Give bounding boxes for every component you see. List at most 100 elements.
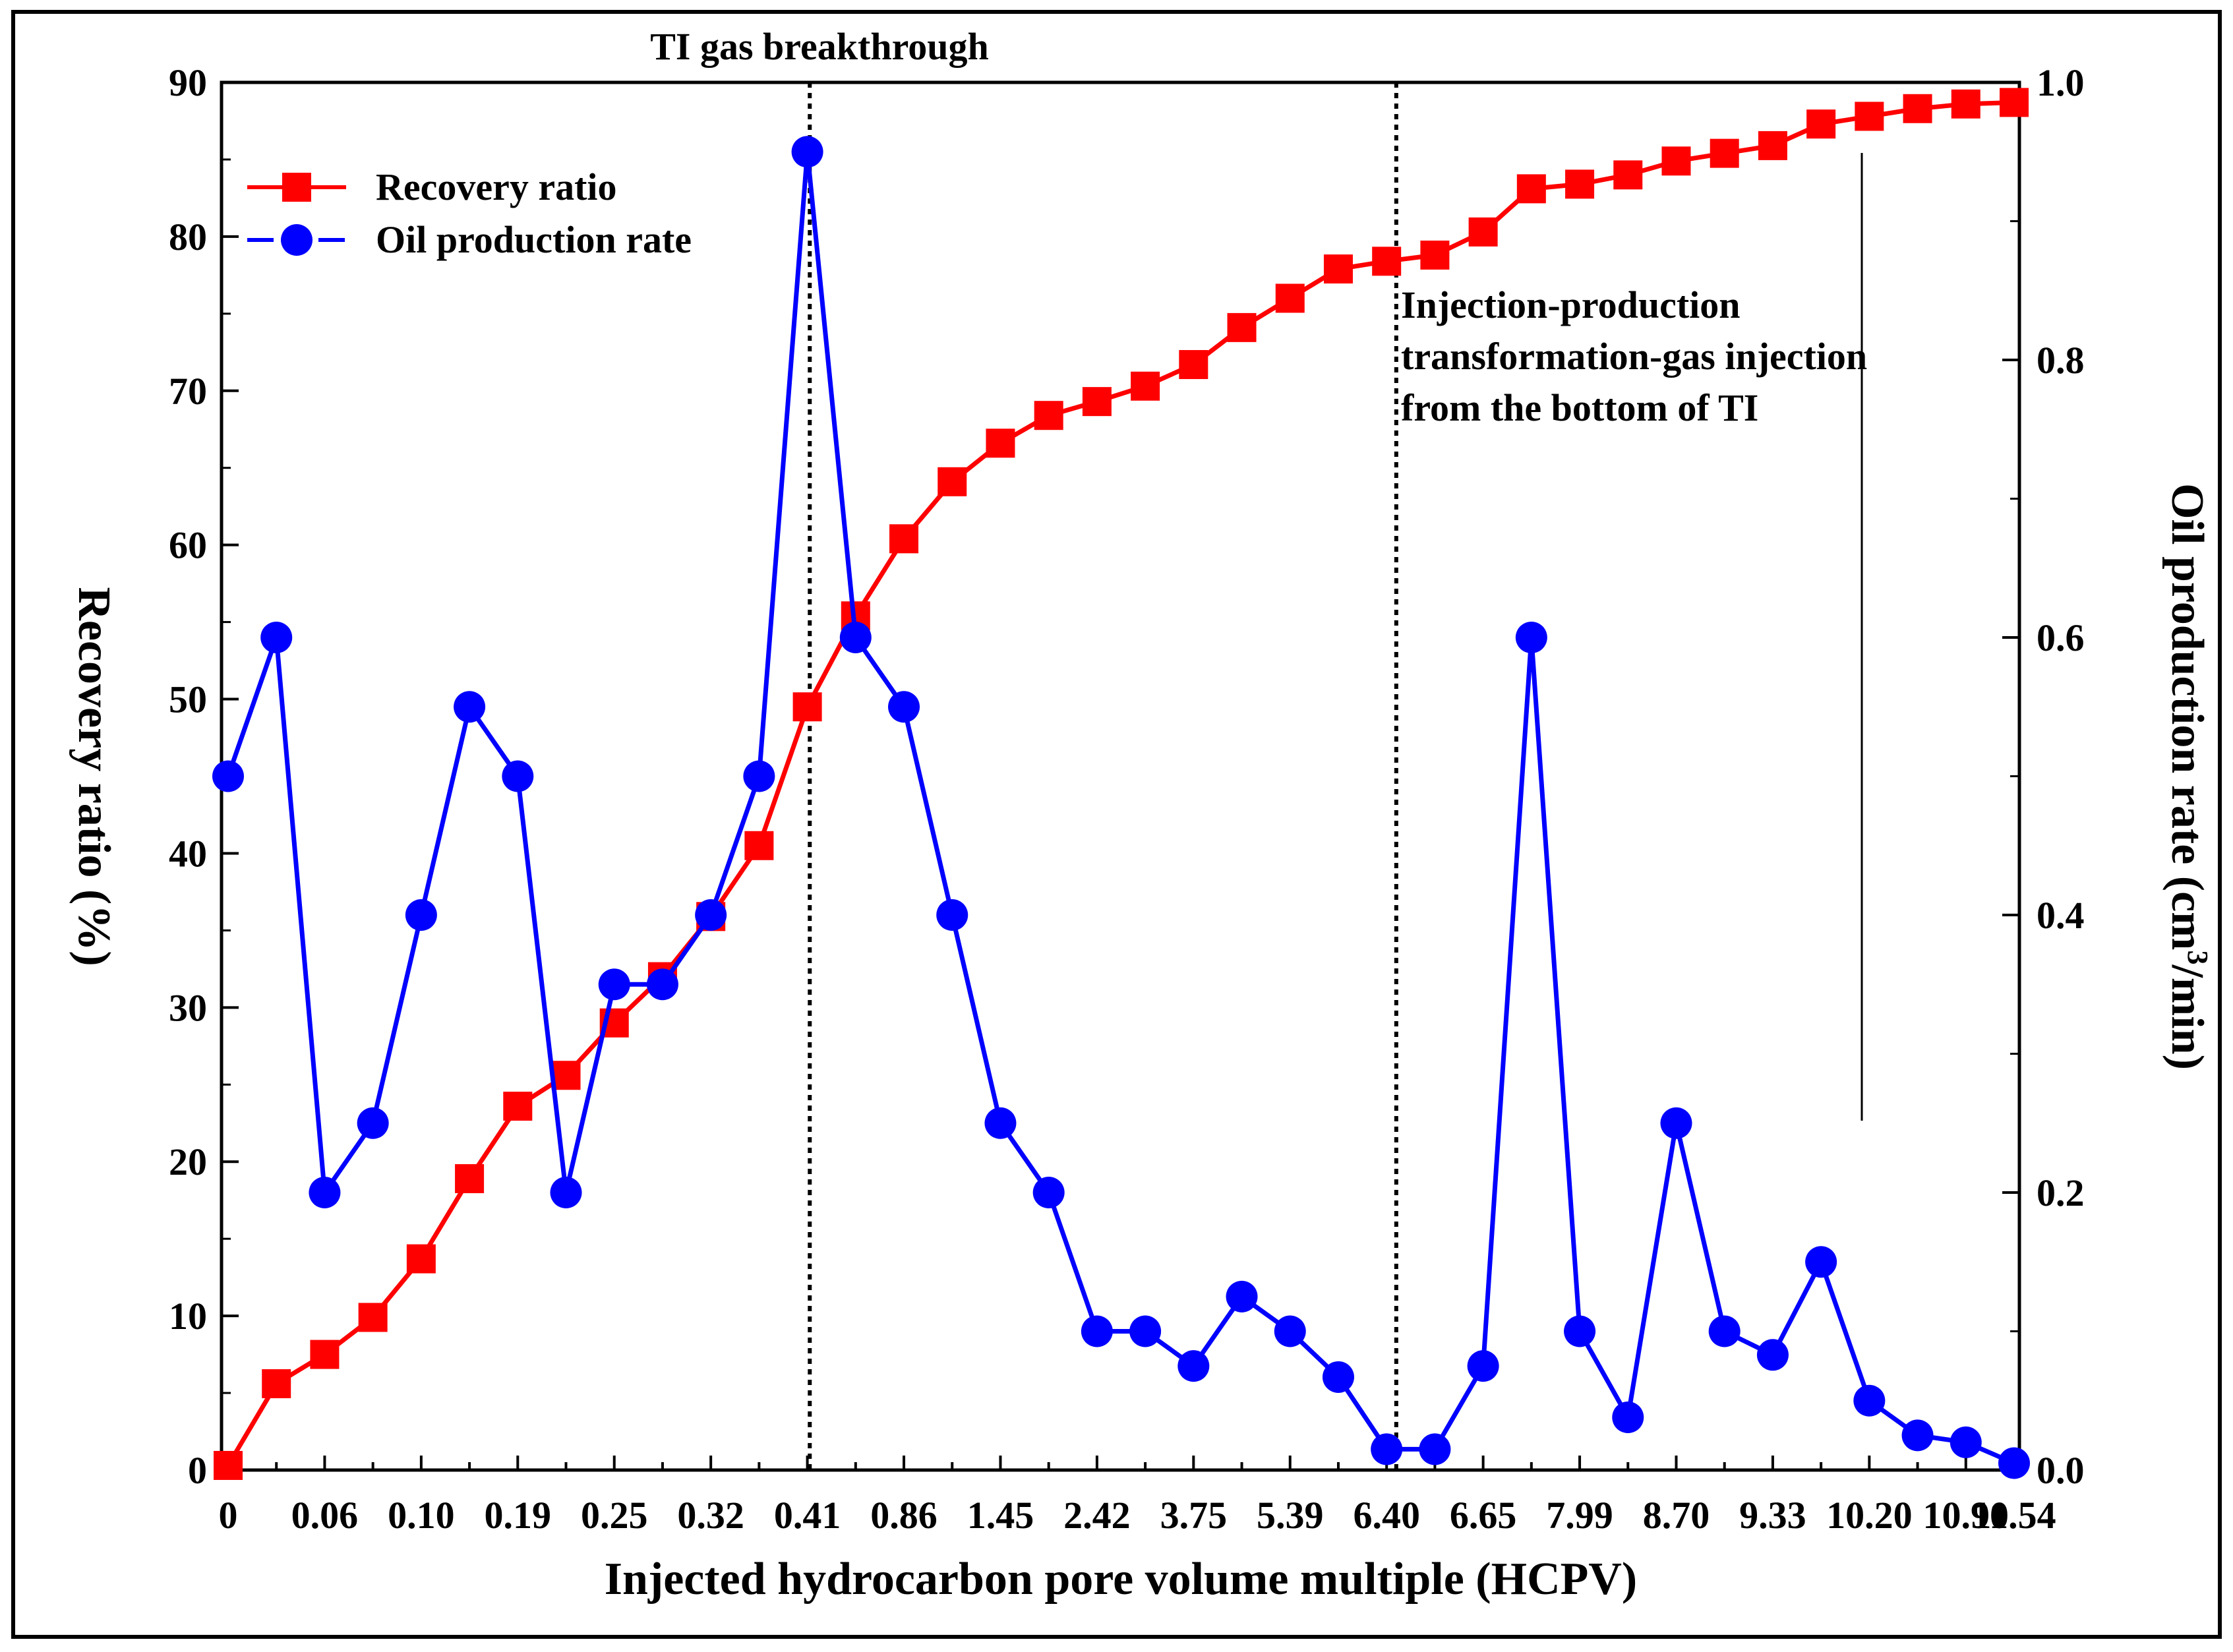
oil-production-rate-point xyxy=(1467,1350,1499,1382)
oil-production-rate-point xyxy=(1901,1419,1934,1452)
recovery-ratio-point xyxy=(1951,89,1980,119)
recovery-ratio-point xyxy=(1468,217,1498,247)
oil-production-rate-point xyxy=(1177,1350,1210,1382)
oil-production-rate-point xyxy=(888,691,920,723)
oil-production-rate-point xyxy=(1515,622,1547,653)
recovery-ratio-point xyxy=(1903,94,1932,123)
x-tick-label: 0.86 xyxy=(870,1494,938,1537)
recovery-ratio-point xyxy=(310,1340,340,1369)
x-tick-label: 0.25 xyxy=(581,1494,648,1537)
oil-production-rate-point xyxy=(1032,1177,1065,1208)
oil-production-rate-point xyxy=(502,760,534,792)
y2-tick-label: 0.6 xyxy=(2037,616,2085,659)
y-tick-label: 60 xyxy=(169,524,207,567)
x-tick-label: 0.41 xyxy=(774,1494,841,1537)
plot-area xyxy=(220,80,2021,1472)
y-axis-ticks: 0 10 20 30 40 50 60 70 80 90 xyxy=(169,61,239,1492)
recovery-ratio-point xyxy=(1613,160,1643,190)
oil-production-rate-point xyxy=(984,1107,1017,1139)
oil-production-rate-point xyxy=(405,899,437,931)
oil-production-rate-point xyxy=(791,136,823,168)
x-tick-label: 5.39 xyxy=(1257,1494,1324,1537)
oil-production-rate-point xyxy=(260,622,293,653)
x-tick-label: 10.20 xyxy=(1826,1494,1913,1537)
transformation-annotation-line2: transformation-gas injection xyxy=(1401,335,1867,378)
recovery-ratio-point xyxy=(1323,254,1353,284)
x-tick-label: 9.33 xyxy=(1739,1494,1806,1537)
x-tick-label: 0.06 xyxy=(291,1494,359,1537)
oil-production-rate-point xyxy=(1129,1315,1162,1347)
recovery-ratio-point xyxy=(551,1061,581,1090)
recovery-ratio-point xyxy=(406,1244,436,1274)
legend-recovery-marker xyxy=(282,173,311,202)
y2-tick-label: 1.0 xyxy=(2037,61,2085,104)
y2-axis-ticks: 0.0 0.2 0.4 0.6 0.8 1.0 xyxy=(2002,61,2085,1492)
recovery-ratio-point xyxy=(986,428,1015,458)
oil-production-rate-point xyxy=(743,760,775,792)
x-tick-label: 7.99 xyxy=(1546,1494,1613,1537)
y-tick-label: 70 xyxy=(169,370,207,413)
legend: Recovery ratio Oil production rate xyxy=(247,165,692,261)
y2-tick-label: 0.4 xyxy=(2037,894,2085,937)
x-tick-label: 10.90 xyxy=(1923,1494,2010,1537)
oil-production-rate-point xyxy=(357,1107,389,1139)
y2-tick-label: 0.0 xyxy=(2037,1449,2085,1492)
x-tick-label: 11.54 xyxy=(1972,1494,2056,1537)
y2-axis-title: Oil production rate (cm3/min) xyxy=(2162,483,2215,1070)
recovery-ratio-point xyxy=(358,1303,388,1332)
oil-production-rate-point xyxy=(550,1177,582,1208)
oil-production-rate-point xyxy=(1950,1426,1982,1458)
oil-production-rate-point xyxy=(1564,1315,1596,1347)
recovery-ratio-point xyxy=(1420,240,1450,270)
x-tick-label: 0 xyxy=(219,1494,238,1537)
y-tick-label: 0 xyxy=(188,1449,207,1492)
recovery-ratio-point xyxy=(1179,350,1208,380)
x-tick-label: 0.32 xyxy=(677,1494,744,1537)
recovery-ratio-point xyxy=(503,1092,533,1121)
recovery-ratio-point xyxy=(1516,174,1546,204)
oil-production-rate-point xyxy=(1708,1315,1741,1347)
oil-production-rate-point xyxy=(936,899,968,931)
oil-production-rate-point xyxy=(1274,1315,1306,1347)
oil-production-rate-point xyxy=(1419,1433,1451,1465)
oil-production-rate-point xyxy=(695,899,727,931)
recovery-ratio-point xyxy=(1758,131,1787,160)
legend-recovery-label: Recovery ratio xyxy=(376,165,617,208)
x-tick-label: 3.75 xyxy=(1160,1494,1228,1537)
x-tick-label: 8.70 xyxy=(1643,1494,1710,1537)
recovery-ratio-point xyxy=(938,467,967,496)
recovery-ratio-point xyxy=(1372,247,1402,276)
recovery-ratio-point xyxy=(1806,109,1836,139)
legend-oil-rate-label: Oil production rate xyxy=(376,218,692,261)
y-tick-label: 40 xyxy=(169,832,207,875)
recovery-ratio-point xyxy=(1275,283,1305,313)
x-tick-label: 6.65 xyxy=(1450,1494,1517,1537)
oil-production-rate-point xyxy=(1756,1339,1789,1371)
oil-production-rate-point xyxy=(212,760,244,792)
recovery-ratio-point xyxy=(214,1450,243,1480)
oil-production-rate-line xyxy=(225,149,2015,1465)
oil-production-rate-point xyxy=(1998,1447,2030,1479)
recovery-ratio-line xyxy=(225,100,2015,1467)
oil-production-rate-point xyxy=(1805,1246,1837,1278)
y-tick-label: 80 xyxy=(169,216,207,258)
y-tick-label: 50 xyxy=(169,678,207,721)
oil-production-rate-point xyxy=(309,1177,341,1208)
oil-production-rate-point xyxy=(1226,1280,1258,1313)
x-tick-label: 0.19 xyxy=(485,1494,552,1537)
recovery-ratio-point xyxy=(744,831,774,860)
oil-production-rate-point xyxy=(1612,1401,1644,1434)
figure-frame xyxy=(11,10,2222,1639)
recovery-ratio-point xyxy=(455,1164,485,1193)
recovery-ratio-point xyxy=(1131,371,1160,401)
x-axis-title: Injected hydrocarbon pore volume multipl… xyxy=(605,1554,1638,1605)
oil-production-rate-point xyxy=(839,622,872,653)
oil-production-rate-point xyxy=(1853,1384,1886,1417)
breakthrough-annotation: TI gas breakthrough xyxy=(650,25,989,68)
recovery-ratio-point xyxy=(2000,88,2029,117)
oil-production-rate-point xyxy=(1371,1433,1403,1465)
x-axis-ticks: 0 0.06 0.10 0.19 0.25 0.32 0.41 0.86 1.45 2.42 3.7… xyxy=(219,1456,2056,1537)
recovery-ratio-point xyxy=(262,1369,291,1399)
